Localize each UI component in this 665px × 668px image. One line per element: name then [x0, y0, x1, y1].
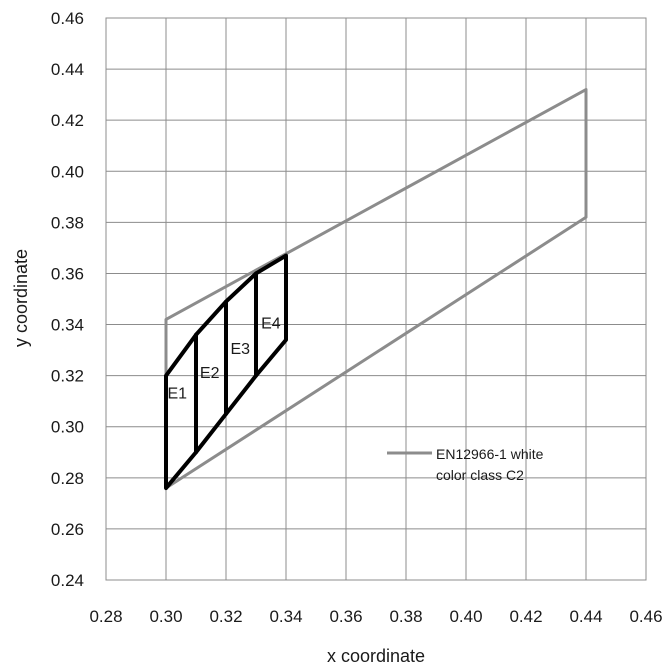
plot-area	[105, 17, 647, 581]
region-label-e4: E4	[261, 315, 281, 332]
x-tick-label: 0.44	[569, 607, 602, 626]
y-tick-label: 0.40	[51, 162, 84, 181]
y-tick-label: 0.24	[51, 571, 84, 590]
y-tick-label: 0.30	[51, 418, 84, 437]
x-tick-label: 0.30	[149, 607, 182, 626]
x-tick-label: 0.46	[629, 607, 662, 626]
region-label-e3: E3	[231, 341, 251, 358]
x-tick-label: 0.40	[449, 607, 482, 626]
legend-label-line2: color class C2	[436, 467, 524, 483]
x-tick-label: 0.38	[389, 607, 422, 626]
y-axis-title: y coordinate	[11, 249, 31, 347]
region-e4	[254, 253, 288, 378]
legend: EN12966-1 white color class C2	[387, 446, 544, 483]
x-tick-label: 0.36	[329, 607, 362, 626]
x-tick-label: 0.32	[209, 607, 242, 626]
y-tick-labels: 0.24 0.26 0.28 0.30 0.32 0.34 0.36 0.38 0.40 0.42…	[51, 9, 84, 590]
x-tick-label: 0.34	[269, 607, 302, 626]
y-tick-label: 0.28	[51, 469, 84, 488]
y-tick-label: 0.38	[51, 213, 84, 232]
y-tick-label: 0.42	[51, 111, 84, 130]
x-axis-title: x coordinate	[327, 646, 425, 666]
y-tick-label: 0.44	[51, 60, 84, 79]
y-tick-label: 0.46	[51, 9, 84, 28]
y-tick-label: 0.32	[51, 367, 84, 386]
region-label-e1: E1	[168, 386, 188, 403]
legend-label-line1: EN12966-1 white	[436, 446, 544, 462]
y-tick-label: 0.36	[51, 264, 84, 283]
region-layer: E1 E2 E3 E4	[164, 253, 288, 491]
y-tick-label: 0.34	[51, 316, 84, 335]
x-tick-labels: 0.28 0.30 0.32 0.34 0.36 0.38 0.40 0.42 0.44 0.46	[89, 607, 662, 626]
region-label-e2: E2	[200, 365, 220, 382]
x-tick-label: 0.42	[509, 607, 542, 626]
y-tick-label: 0.26	[51, 520, 84, 539]
x-tick-label: 0.28	[89, 607, 122, 626]
